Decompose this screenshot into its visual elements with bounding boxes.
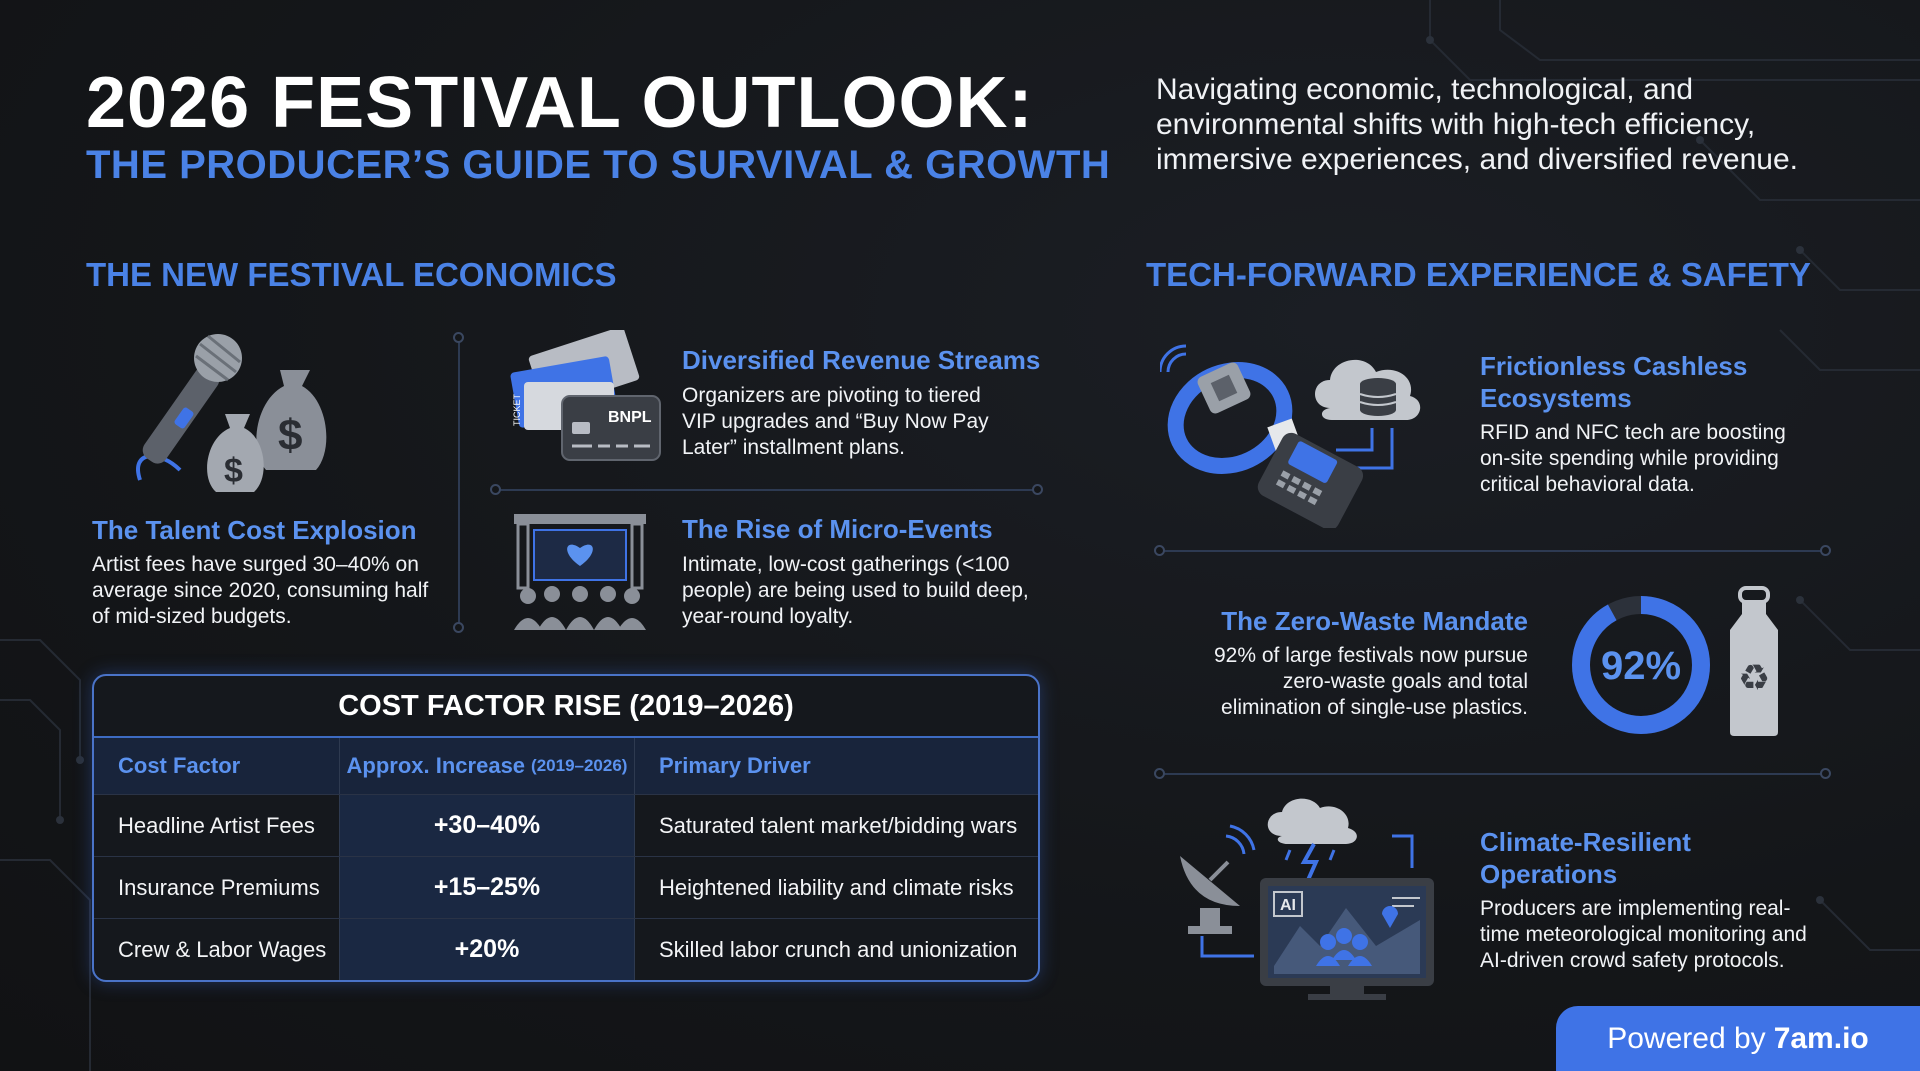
revenue-illustration: TICKET BNPL [510, 330, 661, 461]
divider-vertical [458, 338, 460, 628]
cell-increase: +20% [339, 919, 635, 980]
table-header-row: Cost Factor Approx. Increase (2019–2026)… [94, 738, 1038, 794]
divider-dot [1032, 484, 1043, 495]
zero-waste-body-line2: zero-waste goals and total [1282, 670, 1528, 693]
zero-waste-ring: 92% [1572, 596, 1710, 734]
stage-icon [514, 514, 646, 590]
climate-title: Climate-Resilient Operations [1480, 826, 1691, 890]
talent-title: The Talent Cost Explosion [92, 515, 417, 545]
revenue-body: Organizers are pivoting to tiered VIP up… [682, 384, 989, 459]
table-title: COST FACTOR RISE (2019–2026) [94, 676, 1038, 738]
zero-waste-body-line3: elimination of single-use plastics. [1221, 696, 1528, 719]
zero-waste-body-line1: 92% of large festivals now pursue [1213, 644, 1528, 667]
zero-waste-title: The Zero-Waste Mandate [1221, 606, 1528, 636]
tech-heading: TECH-FORWARD EXPERIENCE & SAFETY [1146, 256, 1811, 293]
ring-progress [1572, 596, 1710, 734]
table-row: Crew & Labor Wages +20% Skilled labor cr… [94, 918, 1038, 980]
talent-body: Artist fees have surged 30–40% on averag… [92, 553, 429, 628]
cashless-title-line2: Ecosystems [1480, 383, 1632, 413]
divider-dot [453, 332, 464, 343]
header-increase-label: Approx. Increase [346, 753, 526, 778]
cashless-illustration [1160, 344, 1421, 528]
divider-horizontal [494, 489, 1038, 491]
cashless-body: RFID and NFC tech are boosting on-site s… [1480, 421, 1786, 496]
divider-dot [1820, 768, 1831, 779]
cell-increase: +30–40% [339, 795, 635, 856]
micro-events-body: Intimate, low-cost gatherings (<100 peop… [682, 553, 1029, 628]
micro-events-illustration [514, 514, 646, 630]
header-primary-driver: Primary Driver [659, 753, 811, 778]
storm-cloud-icon [1267, 798, 1357, 881]
cost-factor-table: COST FACTOR RISE (2019–2026) Cost Factor… [92, 674, 1040, 982]
ring-percent-label: 92% [1601, 644, 1681, 688]
revenue-title: Diversified Revenue Streams [682, 345, 1041, 375]
divider-horizontal [1158, 773, 1826, 775]
cell-factor: Insurance Premiums [118, 874, 320, 900]
table-row: Insurance Premiums +15–25% Heightened li… [94, 856, 1038, 918]
header-increase-note: (2019–2026) [531, 756, 628, 775]
microphone-icon [136, 334, 242, 481]
svg-text:BNPL: BNPL [608, 409, 652, 426]
cell-driver: Saturated talent market/bidding wars [659, 812, 1018, 838]
divider-dot [1154, 545, 1165, 556]
climate-title-line2: Operations [1480, 859, 1618, 889]
wristband-icon [1160, 344, 1293, 474]
water-bottle-icon: ♻ [1730, 586, 1778, 736]
divider-dot [1820, 545, 1831, 556]
monitor-icon: AI [1260, 878, 1434, 1000]
cell-factor: Headline Artist Fees [118, 812, 315, 838]
recycle-icon: ♻ [1738, 658, 1770, 699]
header-cost-factor: Cost Factor [118, 753, 241, 778]
economics-heading: THE NEW FESTIVAL ECONOMICS [86, 256, 617, 293]
cell-driver: Heightened liability and climate risks [659, 874, 1014, 900]
zero-waste-body: 92% of large festivals now pursue zero-w… [1100, 643, 1528, 721]
cloud-database-icon [1315, 359, 1421, 420]
climate-body: Producers are implementing real-time met… [1480, 897, 1807, 972]
cashless-title: Frictionless Cashless Ecosystems [1480, 350, 1747, 414]
svg-text:TICKET: TICKET [512, 393, 522, 426]
powered-by-prefix: Powered by [1607, 1021, 1766, 1055]
powered-by-brand: 7am.io [1773, 1021, 1869, 1055]
payment-terminal-icon [1257, 418, 1364, 528]
satellite-dish-icon [1180, 824, 1256, 934]
climate-title-line1: Climate-Resilient [1480, 827, 1691, 857]
header-increase: Approx. Increase (2019–2026) [339, 738, 635, 794]
table-row: Headline Artist Fees +30–40% Saturated t… [94, 794, 1038, 856]
svg-text:$: $ [224, 452, 243, 490]
climate-illustration: AI [1180, 798, 1434, 1000]
cell-driver: Skilled labor crunch and unionization [659, 936, 1018, 962]
svg-text:$: $ [278, 411, 302, 460]
intro-text: Navigating economic, technological, and … [1156, 73, 1798, 176]
divider-horizontal [1158, 550, 1826, 552]
powered-by-badge[interactable]: Powered by 7am.io [1556, 1006, 1920, 1071]
divider-dot [490, 484, 501, 495]
cell-factor: Crew & Labor Wages [118, 936, 327, 962]
cell-increase: +15–25% [339, 857, 635, 918]
talent-illustration: $ $ [136, 334, 327, 492]
svg-text:AI: AI [1280, 897, 1296, 914]
audience-icon [514, 586, 646, 630]
divider-dot [1154, 768, 1165, 779]
divider-dot [453, 622, 464, 633]
cashless-title-line1: Frictionless Cashless [1480, 351, 1748, 381]
money-bag-icon: $ $ [207, 370, 327, 492]
page-title: 2026 FESTIVAL OUTLOOK: [86, 63, 1034, 143]
credit-card-icon: BNPL [561, 395, 661, 461]
page-subtitle: THE PRODUCER’S GUIDE TO SURVIVAL & GROWT… [86, 143, 1111, 187]
micro-events-title: The Rise of Micro-Events [682, 514, 993, 544]
